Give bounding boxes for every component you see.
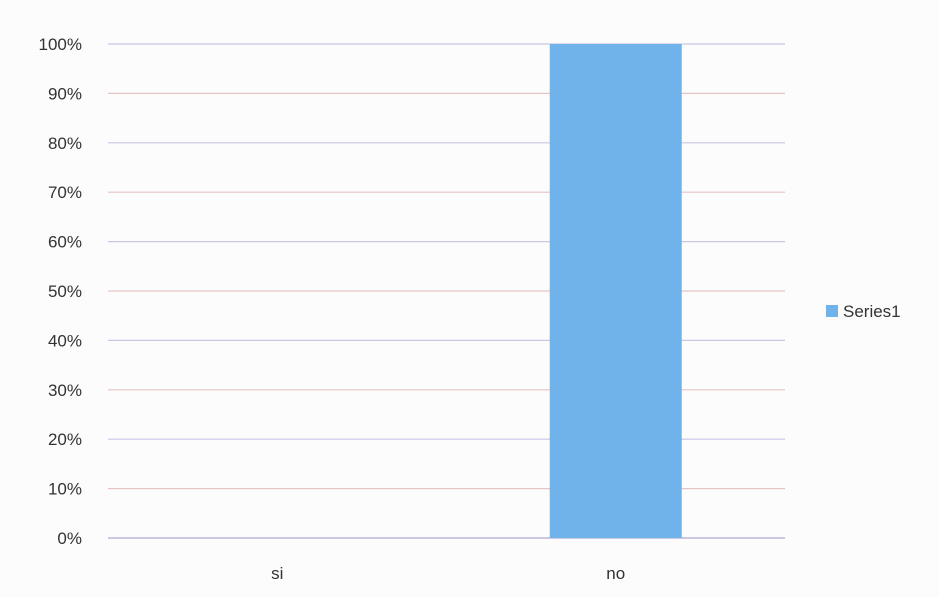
y-tick-label: 0% xyxy=(57,529,82,548)
y-tick-label: 30% xyxy=(48,381,82,400)
legend: Series1 xyxy=(826,302,901,321)
y-tick-label: 60% xyxy=(48,233,82,252)
y-tick-label: 50% xyxy=(48,282,82,301)
bars xyxy=(549,44,682,538)
y-tick-label: 90% xyxy=(48,84,82,103)
legend-swatch xyxy=(826,305,838,317)
y-tick-label: 10% xyxy=(48,480,82,499)
y-tick-label: 100% xyxy=(39,35,82,54)
y-tick-label: 20% xyxy=(48,430,82,449)
y-tick-label: 40% xyxy=(48,331,82,350)
legend-label: Series1 xyxy=(843,302,901,321)
tick-labels: 0% 10% 20% 30% 40% 50% 60% 70% 80% 90% 100% si no xyxy=(39,35,626,583)
y-tick-label: 70% xyxy=(48,183,82,202)
bar-no xyxy=(549,44,682,538)
x-category-label: no xyxy=(606,564,625,583)
x-category-label: si xyxy=(271,564,283,583)
gridlines xyxy=(108,43,785,490)
y-tick-label: 80% xyxy=(48,134,82,153)
